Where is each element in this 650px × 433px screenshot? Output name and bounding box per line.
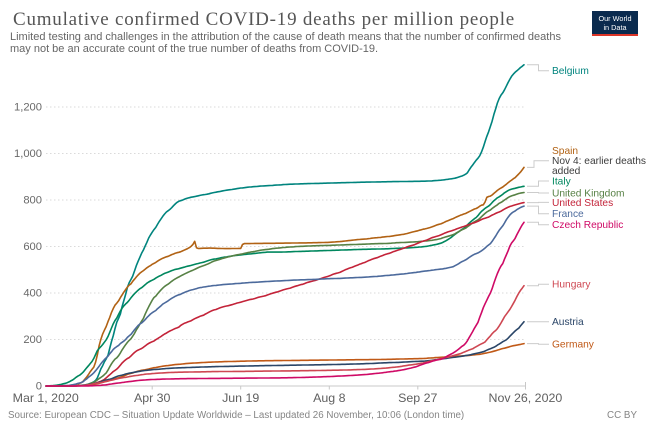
- svg-text:United States: United States: [552, 198, 613, 209]
- svg-text:Nov 4: earlier deaths: Nov 4: earlier deaths: [552, 156, 646, 167]
- svg-text:600: 600: [23, 241, 42, 253]
- svg-text:Italy: Italy: [552, 176, 572, 187]
- svg-text:Aug 8: Aug 8: [313, 391, 345, 405]
- svg-text:0: 0: [36, 381, 42, 393]
- svg-text:Germany: Germany: [552, 340, 595, 351]
- svg-text:Jun 19: Jun 19: [222, 391, 259, 405]
- svg-text:1,200: 1,200: [14, 102, 42, 114]
- svg-text:1,000: 1,000: [14, 148, 42, 160]
- svg-text:Belgium: Belgium: [552, 66, 589, 77]
- svg-text:Nov 26, 2020: Nov 26, 2020: [489, 391, 563, 405]
- svg-text:400: 400: [23, 288, 42, 300]
- svg-text:Spain: Spain: [552, 146, 578, 157]
- svg-text:added: added: [552, 166, 581, 177]
- svg-text:Hungary: Hungary: [552, 280, 591, 291]
- svg-text:Czech Republic: Czech Republic: [552, 220, 623, 231]
- svg-text:Sep 27: Sep 27: [398, 391, 437, 405]
- svg-text:Austria: Austria: [552, 317, 584, 328]
- svg-text:800: 800: [23, 195, 42, 207]
- svg-text:200: 200: [23, 334, 42, 346]
- svg-text:Mar 1, 2020: Mar 1, 2020: [13, 391, 79, 405]
- svg-text:Apr 30: Apr 30: [134, 391, 171, 405]
- svg-text:France: France: [552, 209, 584, 220]
- svg-text:United Kingdom: United Kingdom: [552, 188, 625, 199]
